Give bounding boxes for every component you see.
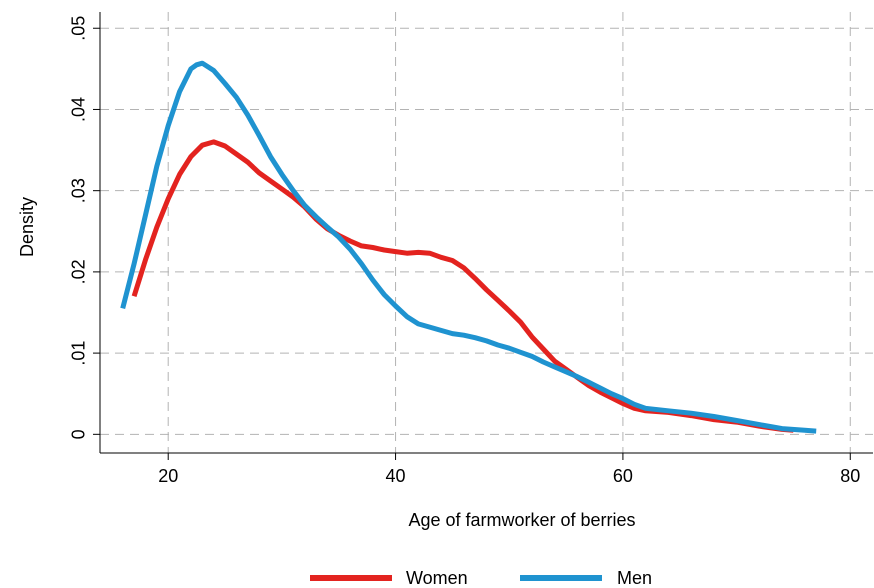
x-tick-label: 60 — [613, 466, 633, 486]
y-tick-label: .05 — [68, 16, 88, 41]
grid — [100, 12, 873, 453]
y-tick-label: .04 — [68, 97, 88, 122]
y-axis-title: Density — [17, 197, 37, 257]
y-tick-label: .02 — [68, 259, 88, 284]
y-tick-label: .01 — [68, 341, 88, 366]
x-axis-title: Age of farmworker of berries — [408, 510, 635, 530]
x-tick-label: 20 — [158, 466, 178, 486]
legend: Women Men — [310, 568, 652, 588]
legend-label-men: Men — [617, 568, 652, 588]
y-tick-label: 0 — [68, 429, 88, 439]
y-tick-label: .03 — [68, 178, 88, 203]
series-lines — [120, 60, 817, 434]
x-tick-label: 40 — [386, 466, 406, 486]
series-line-men — [120, 60, 817, 434]
series-line-women — [131, 139, 794, 433]
axes: 0 .01 .02 .03 .04 .05 20 40 60 80 — [68, 12, 873, 486]
x-tick-label: 80 — [840, 466, 860, 486]
legend-label-women: Women — [406, 568, 468, 588]
